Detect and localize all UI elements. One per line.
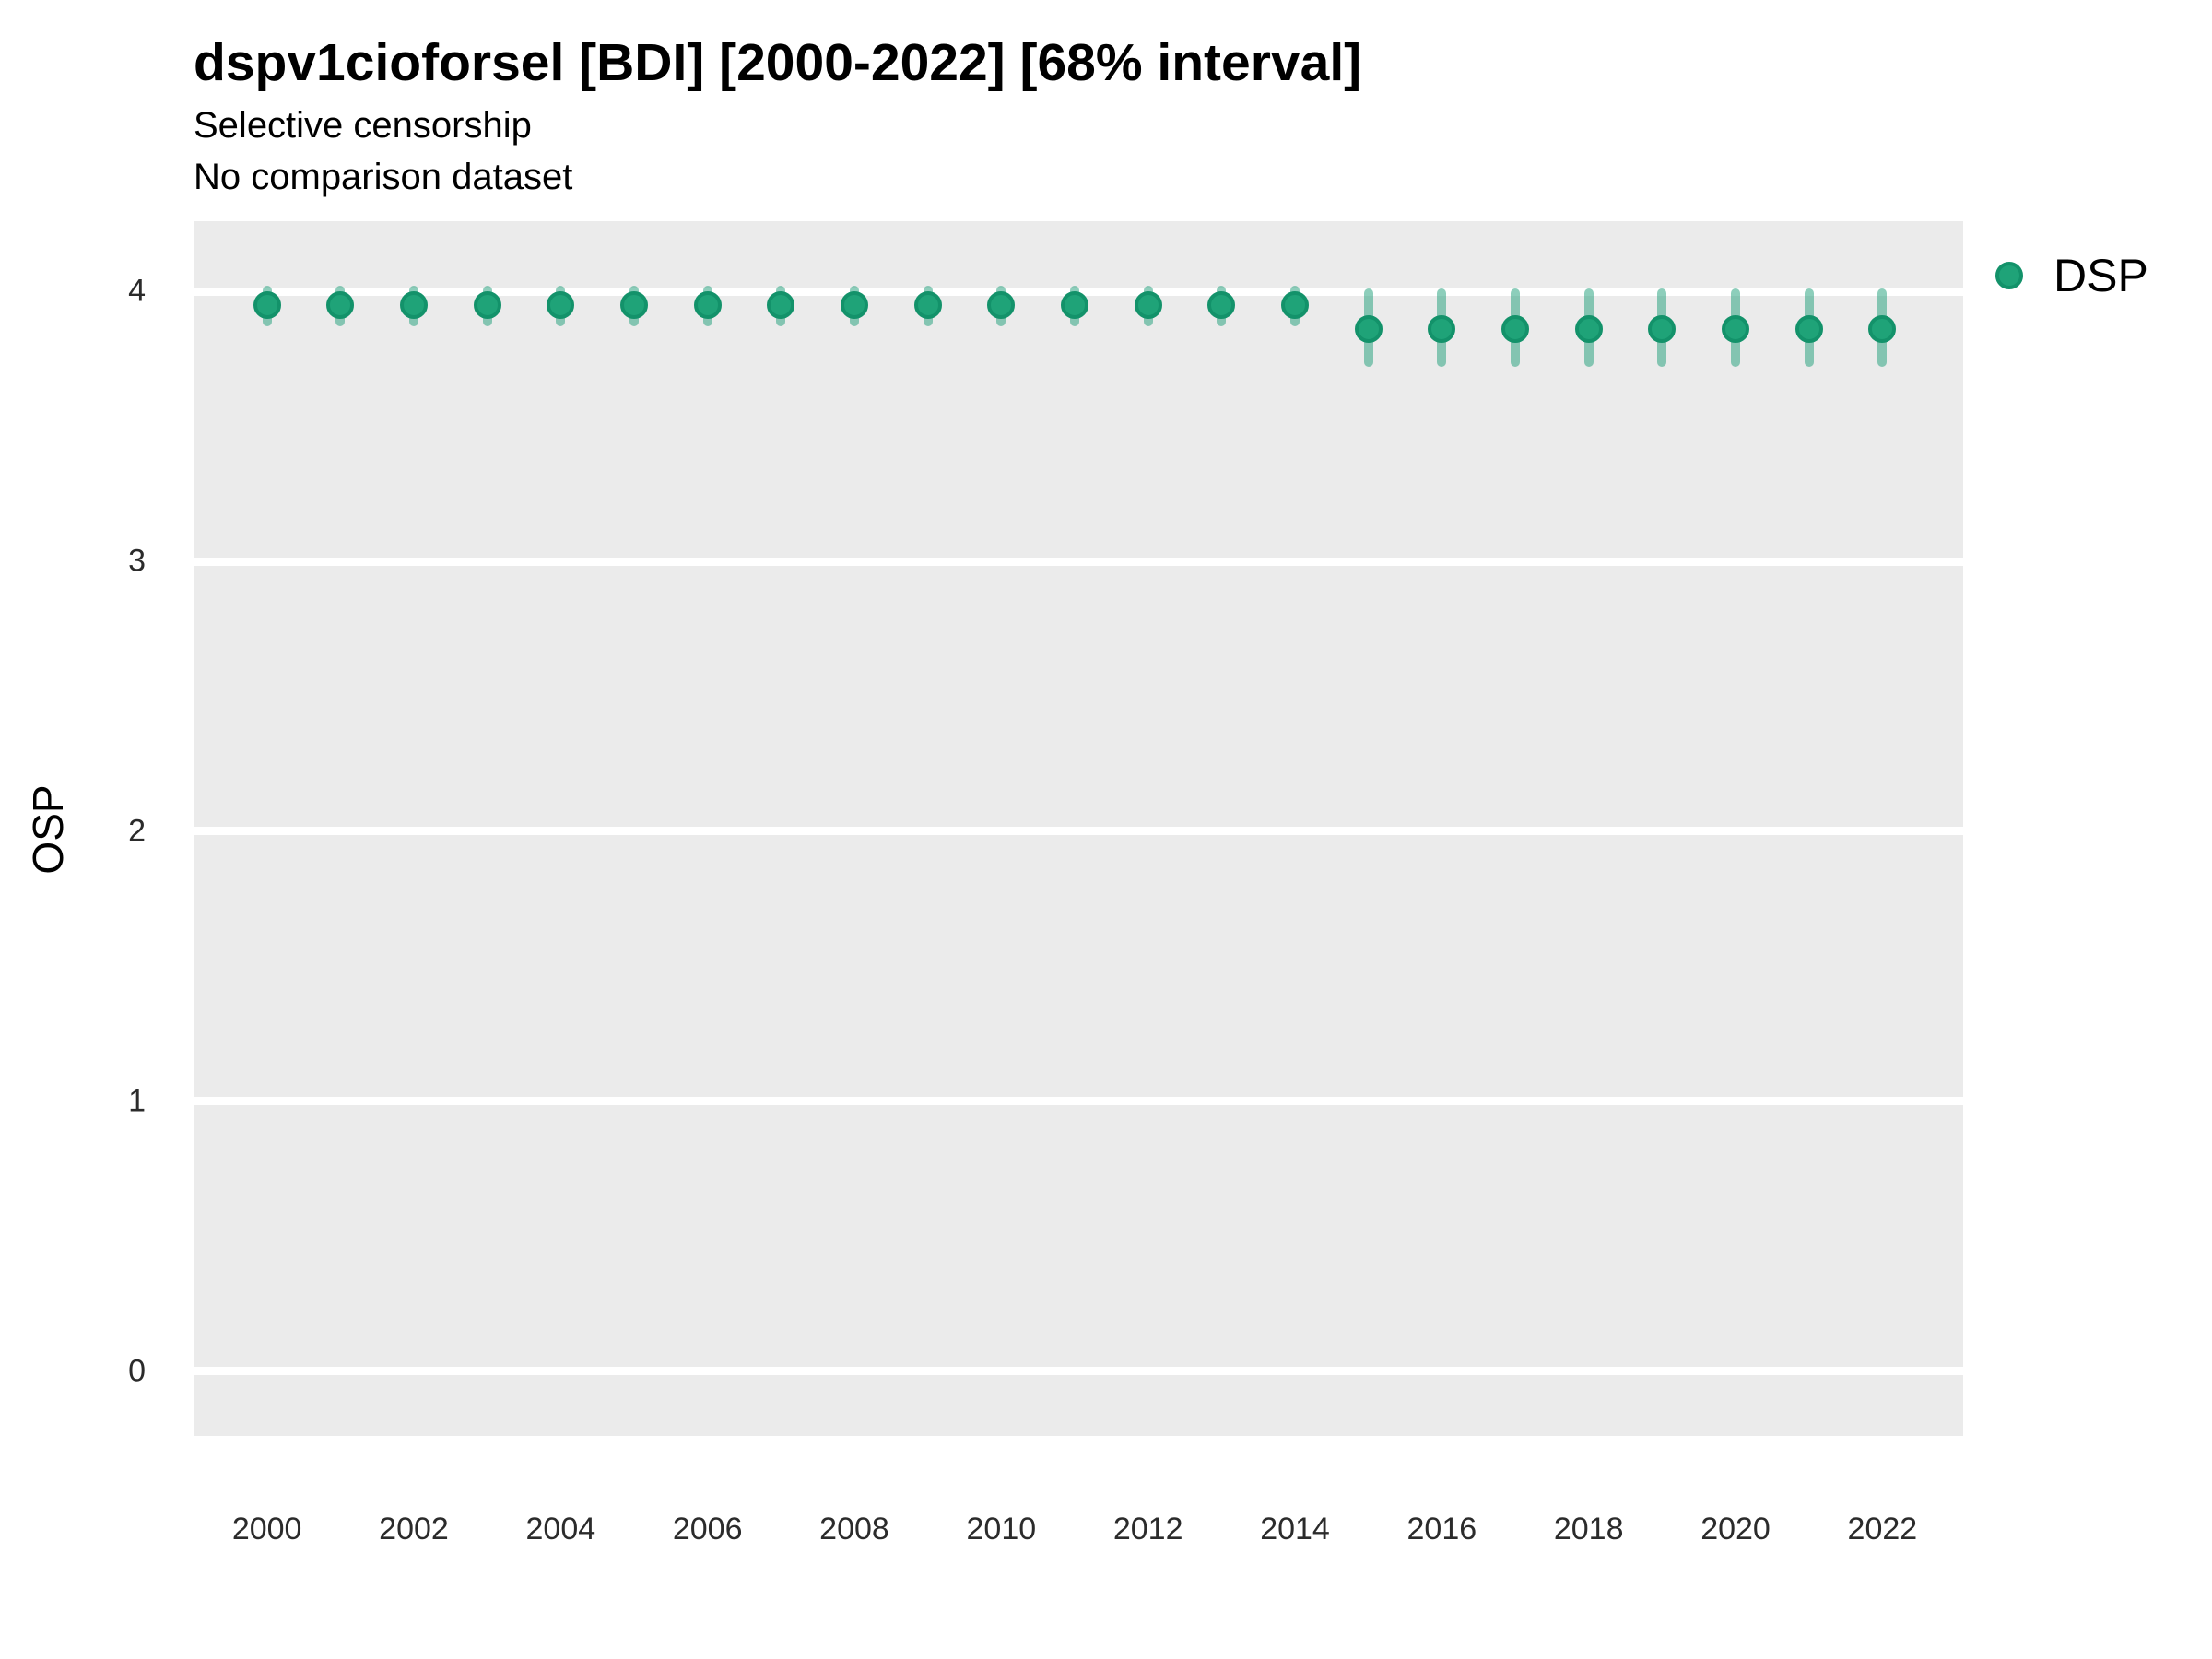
data-point (1722, 315, 1750, 344)
data-point (1354, 315, 1382, 344)
data-point (913, 290, 942, 319)
data-point (1207, 290, 1236, 319)
x-tick-label: 2004 (525, 1512, 596, 1547)
y-gridline (194, 557, 1963, 566)
legend-marker-dsp-icon (1995, 262, 2023, 289)
data-point (326, 290, 355, 319)
y-gridline (194, 1097, 1963, 1106)
chart-title: dspv1cioforsel [BDI] [2000-2022] [68% in… (194, 33, 1362, 92)
y-tick-label: 3 (128, 543, 146, 579)
data-point (987, 290, 1016, 319)
x-tick-label: 2000 (231, 1512, 302, 1547)
data-point (473, 290, 501, 319)
chart-subtitle-line2: No comparison dataset (194, 157, 573, 197)
data-point (1501, 315, 1530, 344)
x-tick-label: 2016 (1406, 1512, 1477, 1547)
y-tick-label: 2 (128, 813, 146, 849)
y-tick-label: 0 (128, 1353, 146, 1389)
data-point (841, 290, 868, 319)
y-tick-label: 1 (128, 1083, 146, 1119)
data-point (253, 290, 281, 319)
data-point (1061, 290, 1089, 319)
y-tick-label: 4 (128, 273, 146, 309)
x-tick-label: 2012 (1112, 1512, 1183, 1547)
data-point (1648, 315, 1677, 344)
plot-area (194, 221, 1963, 1436)
data-point (1281, 290, 1310, 319)
legend-label-dsp: DSP (2053, 250, 2148, 301)
x-tick-label: 2002 (379, 1512, 449, 1547)
x-tick-label: 2008 (819, 1512, 889, 1547)
x-tick-label: 2022 (1847, 1512, 1918, 1547)
chart-subtitle-line1: Selective censorship (194, 105, 532, 146)
data-point (1868, 315, 1897, 344)
x-tick-label: 2010 (966, 1512, 1037, 1547)
y-gridline (194, 827, 1963, 836)
data-point (1428, 315, 1456, 344)
data-point (1574, 315, 1603, 344)
x-tick-label: 2014 (1260, 1512, 1330, 1547)
y-gridline (194, 1367, 1963, 1376)
data-point (693, 290, 722, 319)
data-point (767, 290, 795, 319)
data-point (620, 290, 648, 319)
data-point (400, 290, 428, 319)
data-point (1794, 315, 1823, 344)
data-point (547, 290, 575, 319)
x-tick-label: 2006 (672, 1512, 743, 1547)
x-tick-label: 2020 (1700, 1512, 1771, 1547)
x-tick-label: 2018 (1553, 1512, 1624, 1547)
data-point (1134, 290, 1162, 319)
